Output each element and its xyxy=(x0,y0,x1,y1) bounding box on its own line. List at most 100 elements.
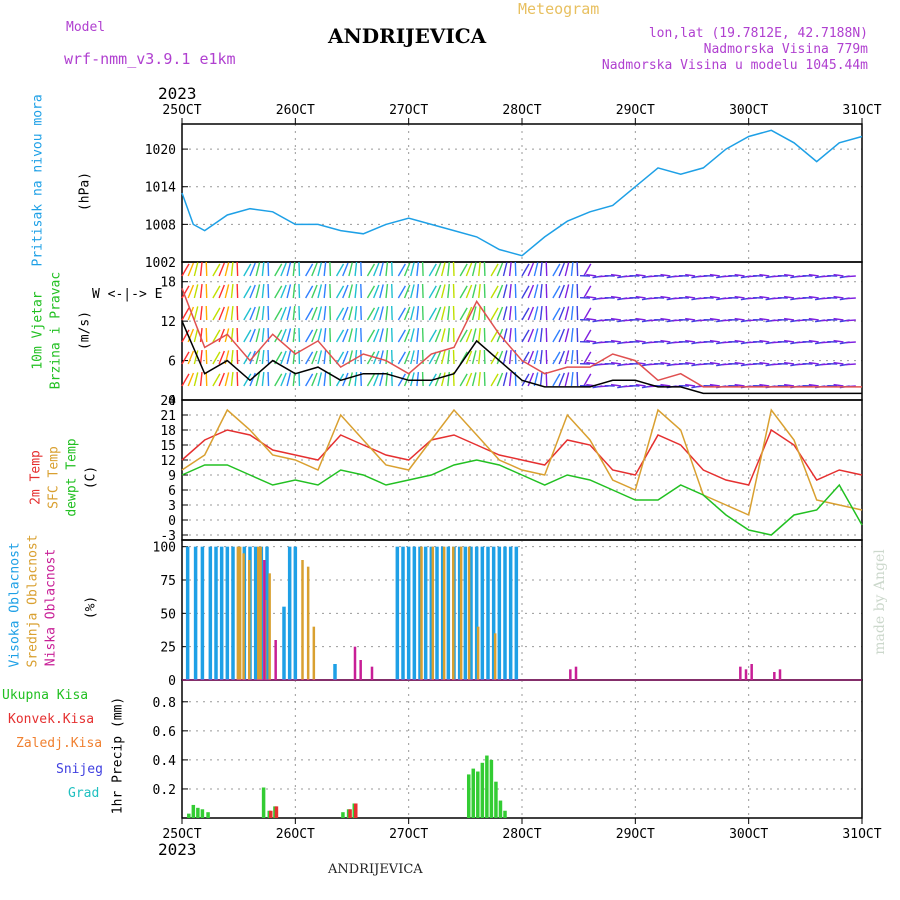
wind-arrow xyxy=(508,262,512,277)
wind-arrow xyxy=(845,363,856,366)
wind-arrow xyxy=(366,373,376,387)
bar-cloud-0 xyxy=(193,546,198,680)
wind-arrow xyxy=(199,262,203,277)
wind-arrow xyxy=(218,262,225,277)
wind-arrow xyxy=(397,329,406,343)
bar-precip-0 xyxy=(503,810,507,818)
wind-arrow xyxy=(783,339,795,343)
wind-arrow xyxy=(243,373,252,387)
wind-arrow xyxy=(311,372,318,387)
bar-cloud-1 xyxy=(259,546,262,680)
x-tick-label-bottom: 27OCT xyxy=(389,827,428,842)
wind-arrow xyxy=(428,307,437,321)
x-tick-label-top: 31OCT xyxy=(842,103,881,118)
wind-arrow xyxy=(224,284,230,299)
bar-cloud-0 xyxy=(418,546,422,680)
series-line-wind-1 xyxy=(181,288,862,388)
wind-arrow xyxy=(292,372,296,387)
y-tick-label: 18 xyxy=(160,424,176,439)
wind-arrow xyxy=(292,306,296,321)
wind-arrow xyxy=(709,361,720,365)
wind-arrow xyxy=(570,328,574,343)
x-tick-label-bottom: 30OCT xyxy=(729,827,768,842)
y-tick-label: 75 xyxy=(160,574,176,589)
wind-arrow xyxy=(845,341,856,344)
wind-arrow xyxy=(552,285,561,299)
bar-cloud-0 xyxy=(208,546,213,680)
y-tick-label: 18 xyxy=(160,276,176,291)
wind-arrow xyxy=(274,373,283,387)
wind-arrow xyxy=(660,361,671,365)
wind-arrow xyxy=(348,372,353,387)
wind-arrow xyxy=(305,373,314,387)
wind-arrow xyxy=(403,284,411,299)
bar-cloud-0 xyxy=(486,546,490,680)
wind-arrow xyxy=(181,329,190,343)
bar-cloud-0 xyxy=(423,546,428,680)
wind-arrow xyxy=(459,263,468,277)
y-tick-label: 6 xyxy=(168,484,176,499)
bar-cloud-2 xyxy=(359,660,362,680)
wind-arrow xyxy=(660,273,671,277)
wind-arrow xyxy=(187,350,195,365)
series-line-temperature-1 xyxy=(181,408,863,517)
wind-arrow xyxy=(317,350,323,365)
wind-arrow xyxy=(261,284,265,299)
wind-arrow xyxy=(564,262,570,277)
wind-arrow xyxy=(305,307,314,321)
wind-arrow xyxy=(521,373,530,387)
y-tick-label: 100 xyxy=(153,541,176,556)
wind-arrow xyxy=(447,372,450,387)
wind-arrow xyxy=(249,306,256,321)
wind-arrow xyxy=(440,350,446,365)
wind-arrow xyxy=(570,350,574,365)
wind-arrow xyxy=(564,306,570,321)
wind-arrow xyxy=(635,273,646,277)
bar-cloud-1 xyxy=(420,546,423,680)
wind-arrow xyxy=(410,262,415,277)
precip-total-label: Ukupna Kisa xyxy=(2,688,89,703)
wind-arrow xyxy=(354,328,358,343)
wind-arrow xyxy=(759,339,770,343)
wind-arrow xyxy=(502,372,508,387)
precip-frozen-label: Zaledj.Kisa xyxy=(16,736,103,751)
wind-arrow xyxy=(447,306,450,321)
wind-arrow xyxy=(342,306,349,321)
wind-arrow xyxy=(610,317,622,321)
snow-label: Snijeg xyxy=(56,762,103,777)
bar-cloud-1 xyxy=(306,566,310,680)
wind-arrow xyxy=(685,383,696,387)
wind-arrow xyxy=(366,351,376,365)
wind-arrow xyxy=(558,306,565,321)
wind-arrow xyxy=(502,306,508,321)
wind-arrow xyxy=(224,372,230,387)
wind-arrow xyxy=(230,284,234,299)
bar-cloud-2 xyxy=(569,669,572,680)
wind-arrow xyxy=(635,317,646,321)
bar-cloud-1 xyxy=(247,560,251,680)
y-tick-label: 24 xyxy=(160,394,176,409)
wind-arrow xyxy=(759,361,770,365)
wind-arrow xyxy=(583,373,592,387)
wind-arrow xyxy=(212,307,221,321)
wind-arrow xyxy=(230,372,234,387)
x-tick-label-bottom: 28OCT xyxy=(502,827,541,842)
page-title: ANDRIJEVICA xyxy=(328,24,487,48)
model-label: Model xyxy=(66,20,106,35)
bar-cloud-0 xyxy=(401,546,405,680)
wind-arrow xyxy=(564,350,570,365)
bar-precip-0 xyxy=(341,812,345,818)
wind-arrow xyxy=(583,351,592,365)
bar-precip-0 xyxy=(485,755,489,818)
bar-precip-0 xyxy=(489,759,494,818)
wind-arrow xyxy=(734,295,745,299)
y-tick-label: 0 xyxy=(168,394,176,409)
x-tick-label-bottom: 25OCT xyxy=(162,827,201,842)
bar-cloud-0 xyxy=(253,546,258,680)
wind-arrow xyxy=(527,284,535,299)
wind-arrow xyxy=(539,306,543,321)
wind-arrow xyxy=(759,383,770,387)
wind-arrow xyxy=(808,295,819,299)
wind-arrow xyxy=(305,285,314,299)
wind-arrow xyxy=(583,307,592,321)
